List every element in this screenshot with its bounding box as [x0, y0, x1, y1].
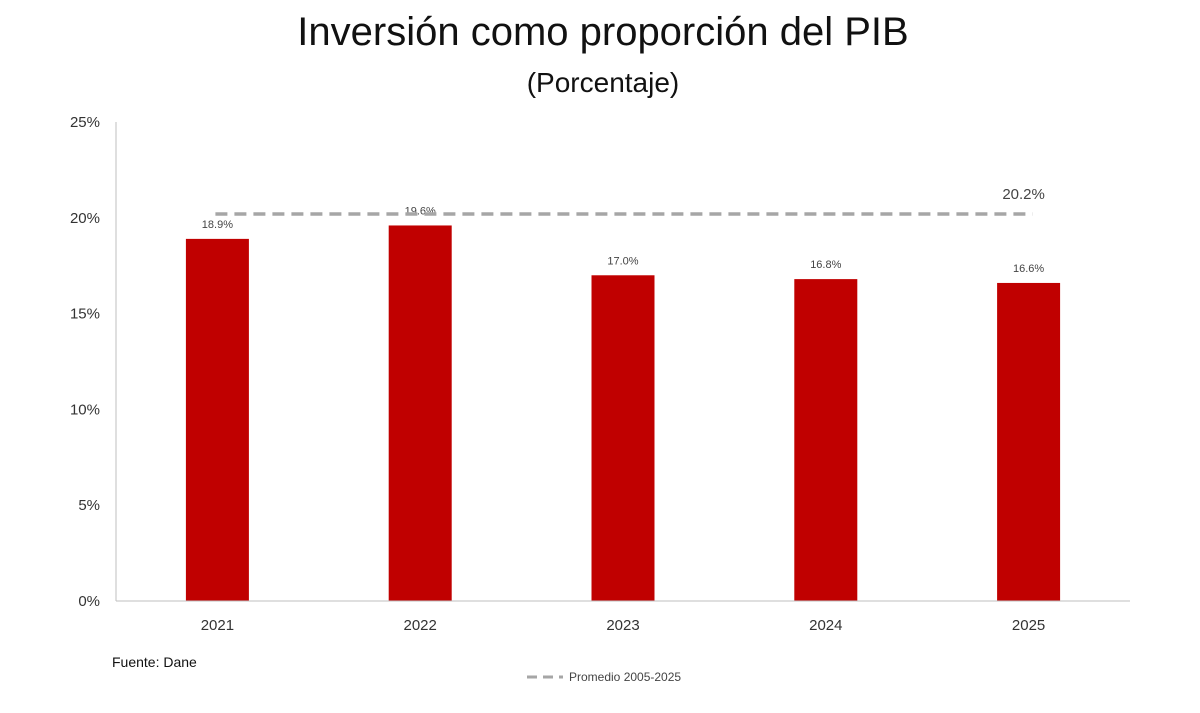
data-label-2025: 16.6% [1013, 263, 1044, 275]
bars-group [185, 225, 1061, 602]
y-tick-label: 20% [70, 210, 100, 227]
x-tick-label-2025: 2025 [1012, 617, 1045, 634]
data-label-2024: 16.8% [810, 259, 841, 271]
x-tick-label-2024: 2024 [809, 617, 842, 634]
legend: Promedio 2005-2025 [527, 670, 681, 684]
bar-2021 [185, 238, 249, 601]
bar-2024 [794, 279, 858, 601]
chart-title: Inversión como proporción del PIB [297, 10, 908, 54]
reference-line-label: 20.2% [1002, 186, 1045, 203]
y-tick-label: 5% [78, 497, 100, 514]
x-axis: 2021 2022 2023 2024 2025 [116, 600, 1130, 634]
bar-2023 [591, 275, 655, 601]
data-labels-group: 18.9%19.6%17.0% 16.8% 16.6% [202, 205, 1045, 274]
x-tick-label-2023: 2023 [606, 617, 639, 634]
legend-entry-promedio: Promedio 2005-2025 [569, 670, 681, 684]
y-tick-label: 0% [78, 593, 100, 610]
chart-subtitle: (Porcentaje) [527, 67, 680, 98]
x-tick-label-2021: 2021 [201, 617, 234, 634]
bar-2025 [997, 282, 1061, 601]
y-tick-label: 25% [70, 114, 100, 131]
data-label-2021: 18.9% [202, 219, 233, 231]
y-tick-label: 15% [70, 306, 100, 323]
reference-line-group: 20.2% [215, 186, 1045, 216]
source-note: Fuente: Dane [112, 654, 197, 670]
data-label-2023: 17.0% [607, 255, 638, 267]
y-tick-label: 10% [70, 401, 100, 418]
x-tick-label-2022: 2022 [404, 617, 437, 634]
y-axis: 0% 5% 10% 15% 20% 25% [70, 114, 117, 610]
bar-2022 [388, 225, 452, 602]
